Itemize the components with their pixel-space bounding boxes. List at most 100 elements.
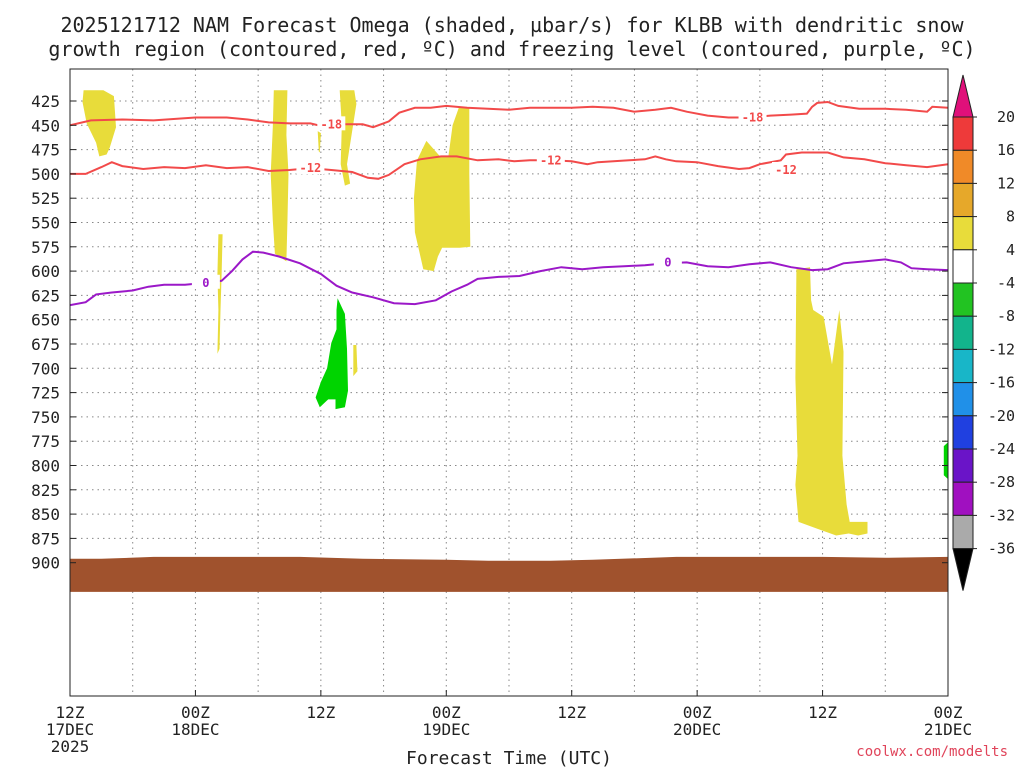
colorbar-label: -8	[997, 307, 1015, 325]
chart-title-line-2: growth region (contoured, red, ºC) and f…	[48, 37, 975, 61]
y-tick-label: 625	[31, 286, 60, 305]
y-tick-label: 750	[31, 408, 60, 427]
colorbar-label: -36	[988, 540, 1015, 558]
x-tick-label: 12Z	[306, 703, 335, 722]
omega-positive-region	[339, 90, 357, 186]
contour-label-minus12-bg	[296, 160, 325, 175]
y-tick-label: 650	[31, 311, 60, 330]
y-tick-label: 450	[31, 116, 60, 135]
y-tick-label: 850	[31, 505, 60, 524]
contour-label-minus12: -12	[300, 161, 322, 175]
colorbar-segment	[952, 514, 974, 550]
x-tick-label: 00Z	[181, 703, 210, 722]
x-tick-label: 19DEC	[422, 720, 470, 739]
colorbar-label: -4	[997, 274, 1015, 292]
y-tick-label: 575	[31, 238, 60, 257]
x-tick-label: 20DEC	[673, 720, 721, 739]
colorbar-label: 20	[997, 108, 1015, 126]
y-tick-label: 800	[31, 457, 60, 476]
colorbar-segment	[952, 481, 974, 516]
y-tick-label: 700	[31, 359, 60, 378]
y-tick-label: 600	[31, 262, 60, 281]
contour-label-minus12: -12	[540, 153, 562, 167]
y-tick-label: 425	[31, 92, 60, 111]
x-tick-label: 00Z	[683, 703, 712, 722]
contour-label-minus12-bg	[536, 152, 565, 167]
omega-positive-region	[353, 345, 358, 377]
colorbar-label: 4	[1006, 241, 1015, 259]
contour-label-minus18: -18	[320, 117, 342, 131]
colorbar-segment	[952, 348, 974, 384]
x-tick-label: 17DEC	[46, 720, 94, 739]
dgz-contour-minus12	[70, 151, 948, 180]
contour-label-zero: 0	[664, 255, 671, 269]
contour-label-zero: 0	[202, 276, 209, 290]
y-tick-label: 675	[31, 335, 60, 354]
colorbar-label: 16	[997, 141, 1015, 159]
y-tick-label: 725	[31, 384, 60, 403]
y-tick-label: 525	[31, 189, 60, 208]
y-tick-label: 550	[31, 214, 60, 233]
colorbar-label: -32	[988, 506, 1015, 524]
x-tick-label: 2025	[51, 737, 90, 756]
y-tick-label: 900	[31, 554, 60, 573]
colorbar-label: -12	[988, 340, 1015, 358]
contour-label-zero-bg	[653, 254, 682, 269]
omega-negative-region	[315, 298, 348, 410]
chart-title-line-1: 2025121712 NAM Forecast Omega (shaded, µ…	[60, 13, 964, 37]
colorbar: 20 16 12 8 4 -4 -8 -12 -16 -20 -24 -28 -32 -36	[952, 74, 1015, 591]
colorbar-segment	[952, 149, 974, 184]
y-tick-label: 475	[31, 141, 60, 160]
contour-label-minus18-bg	[738, 109, 767, 124]
colorbar-segment	[952, 282, 974, 317]
terrain-fill	[70, 556, 948, 592]
colorbar-label: -20	[988, 407, 1015, 425]
x-tick-label: 12Z	[557, 703, 586, 722]
omega-positive-region	[270, 90, 289, 262]
dgz-contour-minus18	[70, 100, 948, 129]
y-tick-label: 825	[31, 481, 60, 500]
colorbar-label: -28	[988, 473, 1015, 491]
x-tick-label: 00Z	[934, 703, 963, 722]
colorbar-bottom-arrow	[952, 548, 974, 591]
omega-negative-region	[943, 442, 948, 480]
colorbar-segment	[952, 415, 974, 450]
colorbar-segment	[952, 448, 974, 483]
colorbar-label: -24	[988, 440, 1015, 458]
omega-positive-region	[217, 234, 223, 354]
omega-shading	[70, 90, 948, 592]
colorbar-label: -16	[988, 374, 1015, 392]
contour-labels: -18 -18 -12 -12 -12 0 0	[191, 109, 800, 290]
colorbar-segment	[952, 249, 974, 284]
x-axis-label: Forecast Time (UTC)	[406, 748, 612, 768]
contour-label-minus18-bg	[317, 116, 346, 131]
colorbar-segment	[952, 315, 974, 350]
x-tick-label: 18DEC	[171, 720, 219, 739]
omega-positive-region	[795, 267, 868, 536]
y-tick-label: 875	[31, 529, 60, 548]
x-tick-label: 21DEC	[924, 720, 972, 739]
x-tick-label: 00Z	[432, 703, 461, 722]
contour-label-minus12-bg	[771, 162, 800, 177]
y-tick-label: 775	[31, 432, 60, 451]
plot-frame	[69, 68, 949, 697]
colorbar-top-arrow	[952, 74, 974, 118]
contour-label-minus18: -18	[742, 111, 764, 125]
colorbar-segment	[952, 382, 974, 417]
credit-text: coolwx.com/modelts	[856, 744, 1008, 760]
x-tick-label: 12Z	[808, 703, 837, 722]
contour-lines	[70, 100, 948, 307]
contour-label-minus12: -12	[775, 163, 797, 177]
colorbar-segment	[952, 116, 974, 151]
contour-label-zero-bg	[191, 274, 220, 289]
colorbar-label: 12	[997, 174, 1015, 192]
omega-positive-region	[413, 107, 471, 272]
omega-positive-region	[317, 131, 321, 153]
omega-positive-region	[82, 90, 116, 157]
y-axis-ticks: 425 450 475 500 525 550 575 600 625 650 675 700 725 7…	[31, 92, 948, 573]
x-tick-label: 12Z	[56, 703, 85, 722]
colorbar-label: 8	[1006, 208, 1015, 226]
y-tick-label: 500	[31, 165, 60, 184]
